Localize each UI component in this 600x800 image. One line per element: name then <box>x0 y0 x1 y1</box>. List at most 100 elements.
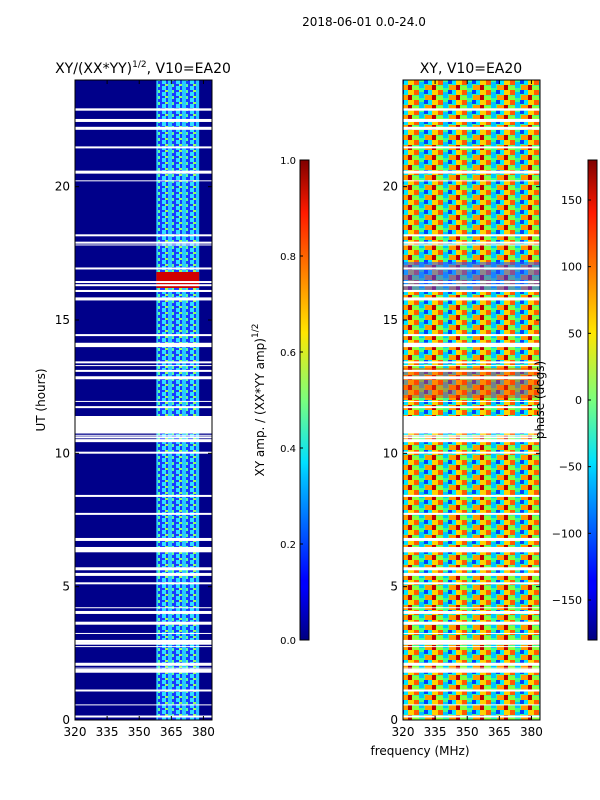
phase-xtick-label: 365 <box>488 725 511 739</box>
phase-flag-stripe <box>403 662 540 666</box>
amplitude-ytick-label: 15 <box>55 313 70 327</box>
amplitude-flag-stripe <box>75 126 212 130</box>
phase-xticks: 320 335 350 365 380 <box>392 80 543 739</box>
phase-colorbar-tick-label: 150 <box>561 194 582 207</box>
amplitude-flag-stripe <box>75 451 212 454</box>
phase-flag-stripe <box>403 436 540 439</box>
phase-flag-stripe <box>403 667 540 669</box>
amplitude-flag-stripe <box>75 607 212 609</box>
phase-band-upper <box>403 368 540 398</box>
amplitude-xticks: 320 335 350 365 380 <box>64 80 215 739</box>
phase-flag-stripe <box>403 567 540 571</box>
amplitude-ytick-label: 10 <box>55 446 70 460</box>
phase-flag-stripe <box>403 146 540 149</box>
phase-colorbar-label: phase (degs) <box>533 361 547 439</box>
phase-flag-stripe <box>403 607 540 609</box>
amplitude-colorbar-tick-label: 0.0 <box>280 636 296 647</box>
phase-ytick-label: 10 <box>383 446 398 460</box>
amplitude-flag-stripe <box>75 431 212 434</box>
phase-colorbar-tick-label: 100 <box>561 261 582 274</box>
phase-flag-stripe <box>403 639 540 643</box>
phase-flag-stripes <box>403 108 540 718</box>
amplitude-flag-stripe <box>75 689 212 692</box>
phase-xtick-label: 320 <box>392 725 415 739</box>
phase-flag-stripe <box>403 180 540 182</box>
amplitude-flag-stripe <box>75 241 212 244</box>
amplitude-flag-stripe <box>75 334 212 337</box>
amplitude-flag-stripe <box>75 281 212 284</box>
phase-colorbar: −150 −100 −50 0 50 100 150 phase (degs) <box>533 159 598 641</box>
phase-flag-stripe <box>403 451 540 454</box>
amplitude-colorbar-tick-label: 1.0 <box>280 156 296 167</box>
phase-flag-stripe <box>403 369 540 372</box>
phase-flag-stripe <box>403 612 540 614</box>
amplitude-flag-stripe <box>75 376 212 380</box>
phase-flag-stripe <box>403 108 540 111</box>
amplitude-flag-stripe <box>75 662 212 666</box>
amplitude-flag-stripe <box>75 297 212 301</box>
phase-flag-stripe <box>403 546 540 550</box>
amplitude-colorbar-tick-label: 0.8 <box>280 252 296 263</box>
phase-flag-stripe <box>403 537 540 541</box>
amplitude-flag-stripe <box>75 436 212 439</box>
phase-gap-band <box>403 416 540 432</box>
phase-ytick-label: 20 <box>383 180 398 194</box>
phase-flag-stripe <box>403 669 540 673</box>
phase-flag-stripe <box>403 290 540 293</box>
amplitude-flag-stripe <box>75 667 212 669</box>
phase-band-mid <box>403 262 540 292</box>
amplitude-flag-stripe <box>75 369 212 372</box>
amplitude-gap-band <box>75 416 212 432</box>
amplitude-flag-stripe <box>75 434 212 436</box>
amplitude-panel: XY/(XX*YY)1/2, V10=EA20 320 335 350 365 380 … <box>34 60 231 739</box>
phase-colorbar-tick-label: 50 <box>568 327 582 340</box>
amplitude-title: XY/(XX*YY)1/2, V10=EA20 <box>55 60 231 77</box>
amplitude-flag-stripe <box>75 361 212 364</box>
amplitude-flag-stripe <box>75 342 212 345</box>
amplitude-flag-stripe <box>75 290 212 293</box>
amplitude-flare-band <box>156 272 200 288</box>
amplitude-xtick-label: 335 <box>96 725 119 739</box>
amplitude-colorbar-tick-label: 0.2 <box>280 540 296 551</box>
phase-ytick-label: 15 <box>383 313 398 327</box>
amplitude-flag-stripe <box>75 669 212 673</box>
amplitude-flag-stripe <box>75 400 212 402</box>
amplitude-flag-stripe <box>75 646 212 648</box>
phase-flag-stripe <box>403 632 540 634</box>
amplitude-flag-stripe <box>75 344 212 347</box>
amplitude-flag-stripe <box>75 439 212 443</box>
phase-flag-stripe <box>403 715 540 718</box>
amplitude-flag-stripe <box>75 639 212 643</box>
phase-flag-stripe <box>403 494 540 497</box>
amplitude-flag-stripe <box>75 494 212 497</box>
amplitude-flag-stripe <box>75 244 212 246</box>
frequency-xlabel: frequency (MHz) <box>370 744 469 758</box>
phase-flag-stripe <box>403 267 540 270</box>
phase-flag-stripe <box>403 549 540 553</box>
amplitude-flag-stripe <box>75 284 212 287</box>
phase-ytick-label: 5 <box>390 580 398 594</box>
amplitude-colorbar-tick-label: 0.4 <box>280 444 296 455</box>
phase-flag-stripe <box>403 689 540 692</box>
amplitude-colorbar-ramp <box>299 159 310 641</box>
amplitude-flag-stripe <box>75 512 212 515</box>
phase-flag-stripe <box>403 572 540 576</box>
amplitude-xtick-label: 365 <box>160 725 183 739</box>
phase-ytick-label: 0 <box>390 713 398 727</box>
amplitude-flag-stripe <box>75 234 212 237</box>
phase-flag-stripe <box>403 170 540 174</box>
amplitude-xtick-label: 350 <box>128 725 151 739</box>
phase-flag-stripe <box>403 244 540 246</box>
phase-flag-stripe <box>403 342 540 345</box>
amplitude-flag-stripe <box>75 267 212 270</box>
phase-flag-stripe <box>403 241 540 244</box>
phase-flag-stripe <box>403 512 540 515</box>
phase-axes-frame <box>402 79 541 721</box>
amplitude-flag-stripe <box>75 567 212 571</box>
amplitude-ytick-label: 0 <box>62 713 70 727</box>
amplitude-ytick-label: 5 <box>62 580 70 594</box>
amplitude-flag-stripe <box>75 118 212 122</box>
amplitude-xtick-label: 380 <box>192 725 215 739</box>
phase-xtick-label: 335 <box>424 725 447 739</box>
